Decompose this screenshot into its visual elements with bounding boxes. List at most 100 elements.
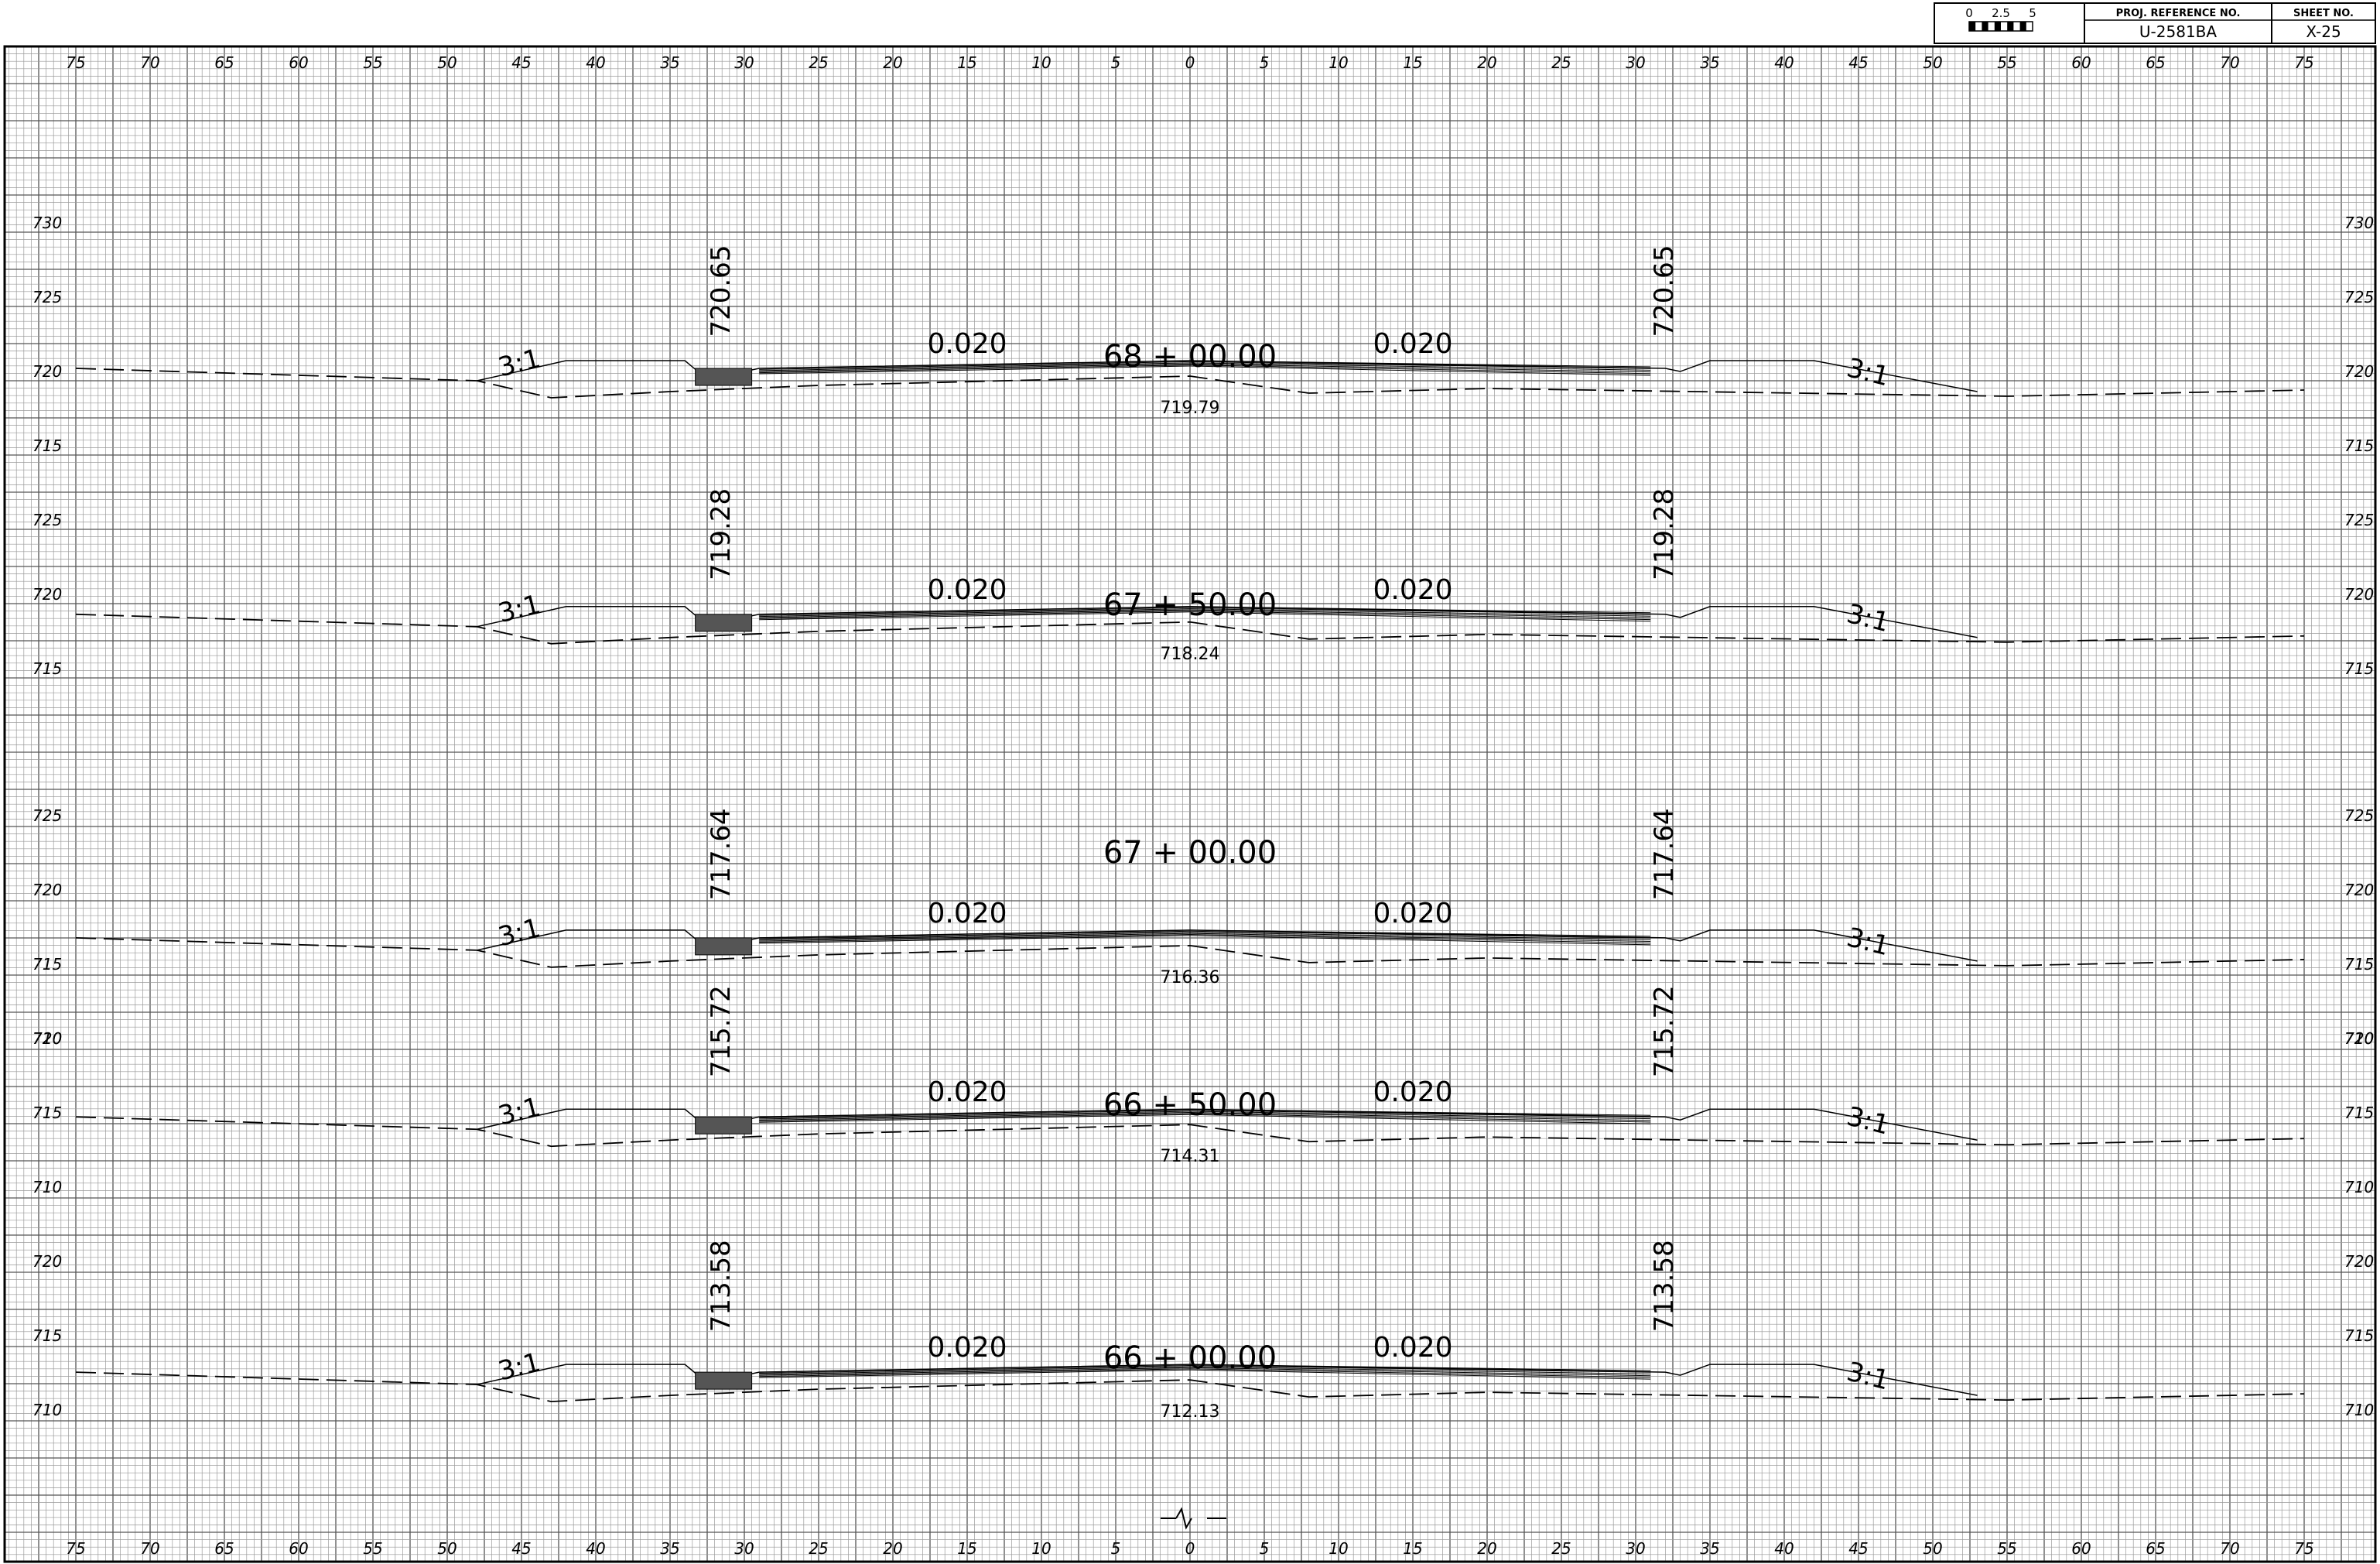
left-cross-slope: 0.020: [927, 898, 1007, 929]
elevation-label: 720: [2344, 1029, 2374, 1048]
x-tick-label: 40: [1774, 1539, 1794, 1558]
pavement-layer: [1189, 1111, 1651, 1120]
x-tick-label: 35: [1700, 1539, 1719, 1558]
pavement-layer: [759, 360, 1191, 369]
cross-sections: 730 730 725 725 720 720 715 715 720.65 720.65 0.02…: [32, 214, 2374, 1422]
x-tick-label: 55: [363, 53, 382, 72]
x-tick-label: 30: [1626, 1539, 1645, 1558]
x-tick-label: 40: [1774, 53, 1794, 72]
right-cross-slope: 0.020: [1373, 1076, 1452, 1108]
x-tick-label: 10: [1328, 53, 1348, 72]
x-tick-label: 35: [1700, 53, 1719, 72]
pavement-layer: [759, 1111, 1191, 1120]
x-axis-bottom: 75 70 65 60 55 50 45 40 35 30 25 20 15 10 5 0 5 10 15 20 25 3…: [66, 1539, 2313, 1558]
proposed-right-section: [1189, 929, 1978, 962]
x-tick-label: 70: [140, 53, 159, 72]
pavement-layer: [759, 365, 1191, 375]
pavement-layer: [1189, 935, 1651, 946]
pavement-layer: [1189, 930, 1651, 939]
pavement-layer: [1189, 608, 1651, 617]
cross-section: 720 720 715 715 710 710 715.72 715.72 0.020 0.020…: [32, 985, 2374, 1196]
pavement-layer: [759, 363, 1191, 372]
pavement-layer: [759, 1368, 1191, 1377]
cross-section: 725 725 720 720 715 715 710 710 717.64 717.64 0.02…: [32, 806, 2374, 1048]
curb-gutter: [695, 937, 753, 956]
pavement-layer: [1189, 1108, 1651, 1116]
elevation-label: 715: [2344, 1326, 2374, 1345]
existing-ground-line: [75, 1116, 2305, 1148]
x-tick-label: 75: [2294, 1539, 2313, 1558]
elevation-label: 710: [2344, 1029, 2374, 1048]
station-label: 67 + 50.00: [1103, 587, 1277, 623]
station-label: 67 + 00.00: [1103, 835, 1277, 871]
x-tick-label: 10: [1031, 53, 1051, 72]
elevation-label: 725: [32, 511, 62, 529]
right-cross-slope: 0.020: [1373, 574, 1452, 606]
pavement-layer: [759, 606, 1191, 615]
station-label: 66 + 00.00: [1103, 1340, 1277, 1376]
pavement-layer: [759, 929, 1191, 939]
cross-section: 730 730 725 725 720 720 715 715 720.65 720.65 0.02…: [32, 214, 2374, 455]
elevation-label: 725: [32, 806, 62, 825]
proj-ref-value: U-2581BA: [2139, 22, 2217, 41]
x-tick-label: 30: [1626, 53, 1645, 72]
x-tick-label: 25: [1551, 1539, 1571, 1558]
x-tick-label: 40: [586, 53, 605, 72]
x-tick-label: 70: [140, 1539, 159, 1558]
elevation-label: 720: [32, 585, 62, 604]
elevation-label: 725: [2344, 288, 2374, 306]
pavement-layer: [1189, 362, 1651, 371]
x-tick-label: 0: [1185, 1539, 1195, 1558]
pavement-layer: [759, 1364, 1191, 1373]
curb-gutter: [695, 368, 753, 386]
x-tick-label: 15: [1403, 1539, 1422, 1558]
pavement-layer: [1189, 1365, 1651, 1373]
title-block: 0 2.5 5 PROJ. REFERENCE NO. U-2581BA SHE…: [1934, 2, 2376, 44]
x-tick-label: 55: [1997, 53, 2016, 72]
elevation-label: 720: [2344, 881, 2374, 899]
elevation-label: 710: [32, 1178, 62, 1196]
elevation-label: 710: [32, 1401, 62, 1419]
elevation-label: 720: [2344, 362, 2374, 381]
centerline-elevation: 712.13: [1161, 1402, 1220, 1422]
proposed-right-section: [1189, 1364, 1978, 1396]
pavement-layer: [1189, 1114, 1651, 1124]
pavement-layer: [759, 1113, 1191, 1122]
x-tick-label: 45: [511, 53, 531, 72]
centerline-elevation: 719.79: [1161, 399, 1220, 418]
pavement-layer: [759, 1110, 1191, 1119]
pavement-layer: [759, 1367, 1191, 1376]
station-label: 68 + 00.00: [1103, 339, 1277, 375]
pavement-layer: [1189, 361, 1651, 369]
existing-ground-line: [75, 368, 2305, 399]
x-tick-label: 25: [809, 53, 828, 72]
curb-gutter: [695, 614, 753, 632]
pavement-layer: [1189, 609, 1651, 618]
right-cross-slope: 0.020: [1373, 328, 1452, 360]
pavement-layer: [759, 930, 1191, 939]
pavement-layer: [759, 1108, 1191, 1117]
right-edge-elevation: 713.58: [1649, 1240, 1680, 1332]
x-tick-label: 50: [1923, 1539, 1942, 1558]
right-edge-elevation: 720.65: [1649, 245, 1680, 337]
x-tick-label: 65: [2146, 53, 2165, 72]
elevation-label: 720: [2344, 1252, 2374, 1271]
proposed-right-section: [1189, 606, 1978, 638]
sheet-border: [3, 45, 2377, 1563]
left-edge-elevation: 713.58: [706, 1240, 737, 1332]
pavement-layer: [759, 364, 1191, 374]
elevation-label: 730: [2344, 214, 2374, 232]
elevation-label: 715: [2344, 955, 2374, 974]
pavement-layer: [1189, 933, 1651, 942]
elevation-label: 725: [32, 288, 62, 306]
x-tick-label: 55: [363, 1539, 382, 1558]
sheet-no-label: SHEET NO.: [2293, 8, 2354, 19]
x-tick-label: 65: [2146, 1539, 2165, 1558]
pavement-layer: [1189, 1369, 1651, 1380]
pavement-layer: [759, 361, 1191, 370]
centerline-elevation: 718.24: [1161, 645, 1220, 664]
pavement-layer: [1189, 1111, 1651, 1121]
existing-ground-line: [75, 613, 2305, 645]
x-tick-label: 60: [289, 53, 308, 72]
